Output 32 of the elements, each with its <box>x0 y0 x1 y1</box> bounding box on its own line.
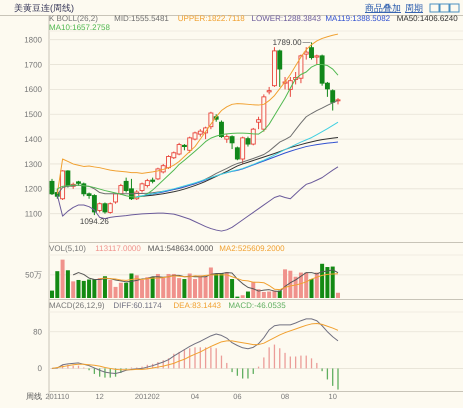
text: MA50:1406.6240 <box>396 14 458 23</box>
y-tick-label: 0 <box>38 364 43 374</box>
annotation: 1094.26 <box>80 217 110 226</box>
y-tick-label: 1700 <box>24 60 43 70</box>
y-tick-label: 1800 <box>24 36 43 44</box>
legend-title: VOL(5,10) <box>49 244 86 253</box>
y-tick-label: 1600 <box>24 85 43 94</box>
text: MA119:1388.5082 <box>325 14 391 23</box>
text: 113117.0000 <box>95 244 142 253</box>
y-tick-label: 1100 <box>24 209 43 218</box>
y-tick-label: 50万 <box>25 270 42 280</box>
text: UPPER:1822.7118 <box>178 14 246 23</box>
legend-title: K BOLL(26,2) <box>49 14 98 23</box>
text: 商品叠加 <box>365 3 401 13</box>
legend-title: MACD(26,12,9) <box>49 301 105 310</box>
text: 周期 <box>405 3 423 13</box>
text: MACD:-46.0535 <box>228 301 286 310</box>
annotation: 1789.00 <box>272 38 302 48</box>
y-tick-label: 1200 <box>24 184 43 194</box>
y-tick-label: 1500 <box>24 110 43 120</box>
y-tick-label: 1300 <box>24 160 43 169</box>
text: MA10:1657.2758 <box>49 23 110 32</box>
text: MA1:548634.0000 <box>148 244 214 253</box>
text: MA2:525609.2000 <box>219 244 286 253</box>
text: DIFF:60.1174 <box>113 301 162 310</box>
x-axis-title: 周线 <box>26 392 42 401</box>
y-tick-label: 1400 <box>24 134 43 144</box>
text: DEA:83.1443 <box>173 301 222 310</box>
chart-title: 美黄豆连(周线) <box>14 3 74 13</box>
y-tick-label: 80 <box>33 328 43 337</box>
text: LOWER:1288.3843 <box>252 14 322 23</box>
text: MID:1555.5481 <box>114 14 170 23</box>
